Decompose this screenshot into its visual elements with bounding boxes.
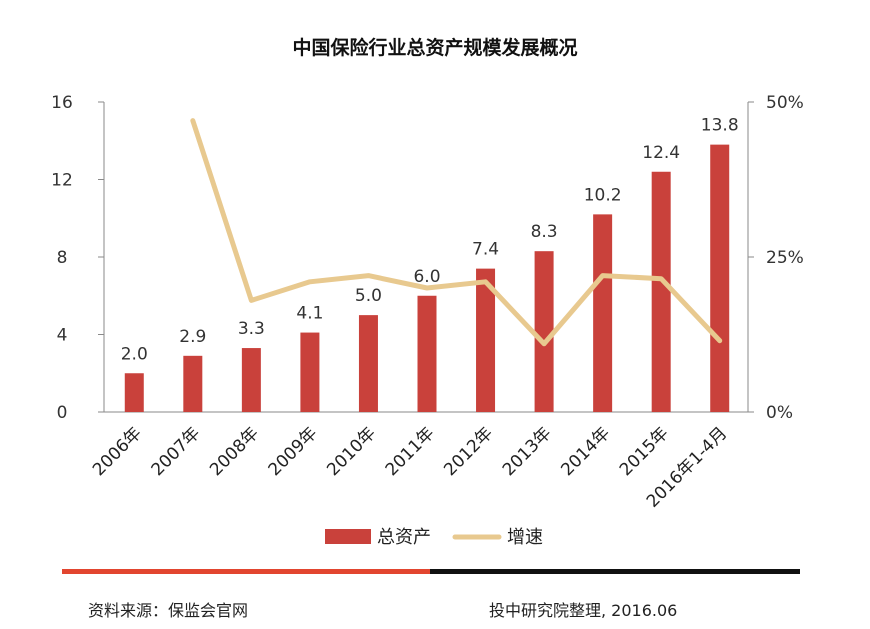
bar-value-label: 12.4 — [642, 143, 680, 163]
source-note: 资料来源：保监会官网 — [88, 601, 249, 620]
right-axis-tick-label: 0% — [766, 403, 793, 423]
x-axis-tick-label: 2011年 — [382, 423, 439, 480]
bar-value-label: 7.4 — [472, 240, 499, 260]
footer-divider-black — [430, 569, 800, 574]
x-axis-tick-label: 2007年 — [148, 423, 205, 480]
line-series — [190, 118, 723, 347]
bar-value-label: 4.1 — [296, 304, 323, 324]
bar — [534, 251, 554, 412]
bar-value-label: 5.0 — [355, 286, 382, 306]
legend-line-label: 增速 — [507, 527, 543, 548]
x-axis-tick-label: 2014年 — [557, 423, 614, 480]
x-axis-tick-label: 2013年 — [499, 423, 556, 480]
legend-bar-swatch — [325, 529, 371, 544]
growth-rate-line — [190, 118, 723, 347]
x-axis-tick-label: 2015年 — [616, 423, 673, 480]
bar — [593, 214, 613, 412]
bar-value-labels: 2.0 2.9 3.3 4.1 5.0 6.0 7.4 8.3 10.2 12.4 13.8 — [121, 116, 739, 365]
legend: 总资产 增速 — [325, 527, 543, 548]
left-axis-tick-label: 0 — [57, 403, 68, 423]
x-axis-tick-label: 2012年 — [440, 423, 497, 480]
x-axis-tick-label: 2006年 — [89, 423, 146, 480]
bar-series — [124, 144, 730, 412]
chart-title: 中国保险行业总资产规模发展概况 — [292, 37, 578, 59]
chart-axes: 0 4 8 12 16 0% 25% 50% — [51, 93, 804, 423]
bar-value-label: 10.2 — [584, 185, 622, 205]
bar — [476, 268, 496, 412]
left-axis-tick-label: 8 — [57, 248, 68, 268]
right-axis-tick-label: 25% — [766, 248, 804, 268]
bar — [300, 332, 320, 412]
bar-value-label: 2.9 — [179, 327, 206, 347]
bar — [417, 295, 437, 412]
footer-divider-red — [62, 569, 430, 574]
left-axis-tick-label: 16 — [51, 93, 73, 113]
bar — [241, 348, 261, 412]
x-axis-tick-label: 2010年 — [323, 423, 380, 480]
left-axis-tick-label: 12 — [51, 171, 73, 191]
bar — [358, 315, 378, 412]
chart-area: 0 4 8 12 16 0% 25% 50% 2.0 2.9 3.3 4.1 5.0 6.0 7.4 8.3… — [51, 93, 804, 548]
bar-value-label: 8.3 — [531, 222, 558, 242]
right-axis-tick-label: 50% — [766, 93, 804, 113]
left-axis-tick-label: 4 — [57, 326, 68, 346]
bar — [710, 144, 730, 412]
bar-value-label: 6.0 — [413, 267, 440, 287]
bar-value-label: 2.0 — [121, 344, 148, 364]
x-axis-tick-label: 2009年 — [265, 423, 322, 480]
bar — [124, 373, 144, 412]
bar-value-label: 13.8 — [701, 116, 739, 136]
bar-value-label: 3.3 — [238, 319, 265, 339]
x-axis-tick-labels: 2006年 2007年 2008年 2009年 2010年 2011年 2012年 2013年… — [89, 423, 731, 511]
credit-note: 投中研究院整理, 2016.06 — [489, 601, 678, 620]
x-axis-tick-label: 2008年 — [206, 423, 263, 480]
bar — [651, 171, 671, 412]
legend-bar-label: 总资产 — [377, 527, 431, 548]
bar — [183, 355, 203, 412]
